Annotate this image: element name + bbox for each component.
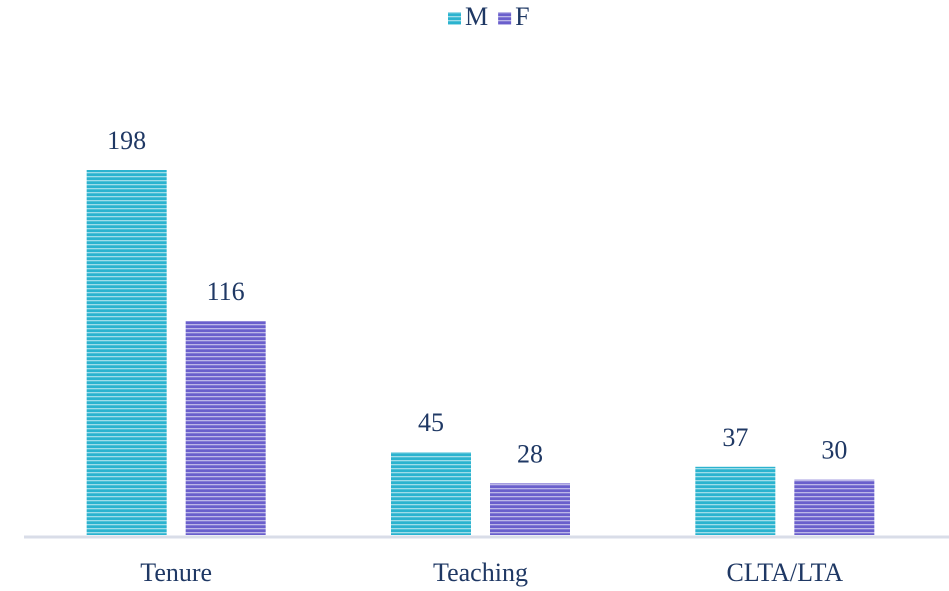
value-label: 198 [107, 126, 146, 155]
x-tick-label: CLTA/LTA [726, 558, 843, 587]
value-label: 116 [207, 277, 245, 306]
legend-swatch [448, 12, 461, 25]
bar [86, 170, 167, 535]
bar [490, 483, 570, 535]
value-label: 37 [722, 423, 748, 452]
bar [391, 452, 471, 535]
legend-label: M [465, 2, 488, 31]
legend-swatch [498, 12, 512, 25]
legend-label: F [515, 2, 529, 31]
x-tick-label: Teaching [433, 558, 528, 587]
bar [794, 479, 875, 535]
bar [695, 466, 776, 535]
value-label: 28 [517, 439, 543, 468]
bar [185, 321, 266, 535]
value-label: 30 [821, 436, 847, 465]
value-label: 45 [418, 408, 444, 437]
x-tick-label: Tenure [140, 558, 212, 587]
